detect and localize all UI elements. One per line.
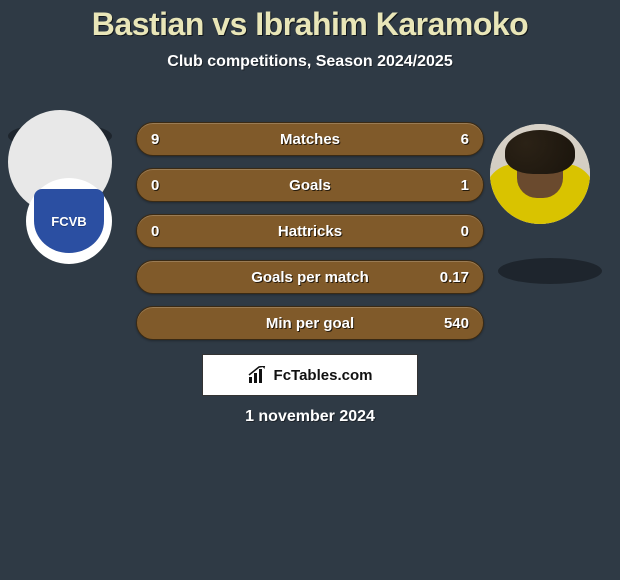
chart-icon (248, 366, 268, 384)
right-avatar-shadow (498, 258, 602, 284)
stat-right-value: 6 (461, 131, 469, 148)
stats-list: 9Matches60Goals10Hattricks0Goals per mat… (136, 122, 484, 352)
stat-right-value: 0.17 (440, 269, 469, 286)
stat-row: 9Matches6 (136, 122, 484, 156)
stat-label: Min per goal (137, 315, 483, 332)
stat-label: Goals (137, 177, 483, 194)
right-player-avatar (490, 124, 590, 224)
stat-right-value: 540 (444, 315, 469, 332)
stat-row: 0Hattricks0 (136, 214, 484, 248)
stat-label: Hattricks (137, 223, 483, 240)
date-text: 1 november 2024 (0, 408, 620, 426)
page-title: Bastian vs Ibrahim Karamoko (0, 0, 620, 43)
stat-right-value: 1 (461, 177, 469, 194)
brand-text: FcTables.com (274, 367, 373, 384)
left-club-badge: FCVB (26, 178, 112, 264)
comparison-card: Bastian vs Ibrahim Karamoko Club competi… (0, 0, 620, 580)
brand-box[interactable]: FcTables.com (202, 354, 418, 396)
subtitle: Club competitions, Season 2024/2025 (0, 53, 620, 71)
stat-right-value: 0 (461, 223, 469, 240)
stat-label: Goals per match (137, 269, 483, 286)
player-portrait (490, 124, 590, 224)
stat-label: Matches (137, 131, 483, 148)
club-shield: FCVB (34, 189, 104, 253)
stat-row: 0Goals1 (136, 168, 484, 202)
stat-row: Goals per match0.17 (136, 260, 484, 294)
club-shield-text: FCVB (51, 214, 86, 229)
stat-row: Min per goal540 (136, 306, 484, 340)
portrait-hair (505, 130, 575, 174)
